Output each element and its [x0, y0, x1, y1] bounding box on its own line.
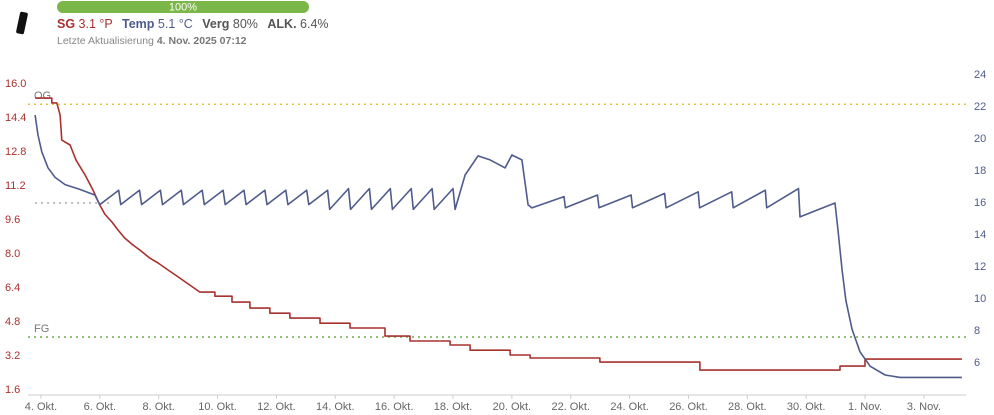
x-tick-label: 16. Okt.: [375, 401, 414, 413]
y-tick-label: 11.2: [5, 180, 26, 192]
y-tick-label: 6.4: [5, 282, 20, 294]
status-value: 3.1 °P: [79, 17, 113, 31]
status-label: SG: [57, 17, 75, 31]
x-tick-label: 1. Nov.: [848, 401, 882, 413]
series-line: [35, 97, 962, 371]
y-tick-label: 3.2: [5, 350, 20, 362]
x-tick-label: 12. Okt.: [257, 401, 296, 413]
x-tick-label: 20. Okt.: [493, 401, 532, 413]
x-tick-label: 22. Okt.: [551, 401, 590, 413]
x-tick-label: 8. Okt.: [142, 401, 174, 413]
update-line: Letzte Aktualisierung 4. Nov. 2025 07:12: [57, 35, 247, 47]
x-tick-label: 10. Okt.: [198, 401, 237, 413]
y2-tick-label: 24: [974, 69, 986, 81]
x-tick-label: 6. Okt.: [84, 401, 116, 413]
status-label: Verg: [202, 17, 229, 31]
x-tick-label: 3. Nov.: [907, 401, 941, 413]
progress-bar: [57, 1, 309, 13]
series-line: [34, 114, 962, 379]
status-value: 6.4%: [300, 17, 329, 31]
y-tick-label: 4.8: [5, 316, 20, 328]
x-tick-label: 18. Okt.: [434, 401, 473, 413]
x-tick-label: 30. Okt.: [787, 401, 826, 413]
y2-tick-label: 20: [974, 133, 986, 145]
y2-tick-label: 6: [974, 357, 980, 369]
x-tick-label: 14. Okt.: [316, 401, 355, 413]
reference-label: FG: [34, 323, 49, 335]
y2-tick-label: 16: [974, 197, 986, 209]
y-tick-label: 14.4: [5, 112, 26, 124]
y2-tick-label: 18: [974, 165, 986, 177]
y-tick-label: 12.8: [5, 146, 26, 158]
x-tick-label: 4. Okt.: [25, 401, 57, 413]
y2-tick-label: 12: [974, 261, 986, 273]
status-value: 80%: [233, 17, 258, 31]
status-line: SG 3.1 °P Temp 5.1 °C Verg 80% ALK. 6.4%: [57, 17, 329, 31]
reference-label: OG: [34, 90, 51, 102]
y-tick-label: 16.0: [5, 78, 26, 90]
update-label: Letzte Aktualisierung: [57, 35, 154, 47]
device-icon: [16, 11, 28, 35]
y-tick-label: 8.0: [5, 248, 20, 260]
x-tick-label: 28. Okt.: [728, 401, 767, 413]
y2-tick-label: 10: [974, 293, 986, 305]
y2-tick-label: 22: [974, 101, 986, 113]
y2-tick-label: 14: [974, 229, 986, 241]
x-tick-label: 24. Okt.: [610, 401, 649, 413]
status-value: 5.1 °C: [158, 17, 193, 31]
status-label: ALK.: [267, 17, 296, 31]
status-label: Temp: [122, 17, 155, 31]
y-tick-label: 1.6: [5, 384, 20, 396]
progress-label: 100%: [169, 1, 197, 13]
y-tick-label: 9.6: [5, 214, 20, 226]
x-tick-label: 26. Okt.: [669, 401, 708, 413]
y2-tick-label: 8: [974, 325, 980, 337]
update-time: 4. Nov. 2025 07:12: [157, 35, 247, 47]
